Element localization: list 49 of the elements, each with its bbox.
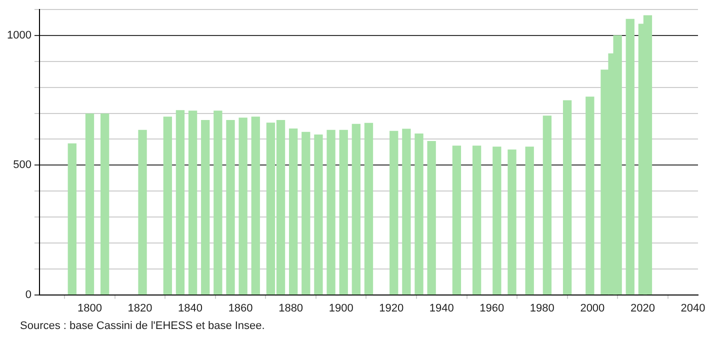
bar <box>452 146 462 295</box>
bar <box>542 116 552 295</box>
source-note: Sources : base Cassini de l'EHESS et base Insee. <box>20 320 266 332</box>
bar <box>85 114 94 295</box>
bar <box>414 133 424 295</box>
bar <box>472 146 482 295</box>
x-tick-label: 1880 <box>278 302 304 314</box>
bar <box>238 118 248 295</box>
bar <box>339 130 348 295</box>
bar <box>390 130 398 295</box>
bar <box>289 128 298 295</box>
bar <box>626 18 634 295</box>
bar <box>427 140 436 295</box>
bar <box>508 150 516 295</box>
x-tick-label: 1980 <box>530 302 554 314</box>
bar <box>214 110 222 295</box>
bar <box>100 114 110 295</box>
bar <box>251 116 260 295</box>
x-tick-label: 1960 <box>480 302 504 314</box>
bar <box>201 120 210 295</box>
bar <box>492 146 502 295</box>
bar <box>314 134 323 295</box>
x-tick-label: 2020 <box>630 302 655 314</box>
x-tick-label: 1920 <box>379 302 404 314</box>
bar <box>68 143 76 295</box>
x-tick-label: 2040 <box>680 302 706 314</box>
bar <box>352 124 360 295</box>
bar <box>326 130 336 295</box>
x-tick-label: 1900 <box>328 302 354 314</box>
bar <box>364 122 374 295</box>
bar <box>176 110 185 295</box>
x-tick-label: 1940 <box>429 302 454 314</box>
y-tick-label: 500 <box>13 159 32 172</box>
x-tick-label: 1820 <box>128 302 152 314</box>
bar <box>138 130 147 295</box>
bar <box>163 116 172 295</box>
y-tick-label: 1000 <box>6 30 32 42</box>
bar <box>402 128 411 295</box>
x-tick-label: 1860 <box>228 302 253 314</box>
x-tick-label: 1840 <box>178 302 203 314</box>
bar <box>525 146 534 295</box>
bar <box>188 110 198 295</box>
bar <box>562 100 572 295</box>
x-tick-label: 1800 <box>78 302 102 314</box>
bar <box>302 132 310 295</box>
x-tick-label: 2000 <box>580 302 605 314</box>
bar <box>226 120 235 295</box>
y-tick-label: 0 <box>25 288 32 301</box>
bar <box>586 96 594 295</box>
